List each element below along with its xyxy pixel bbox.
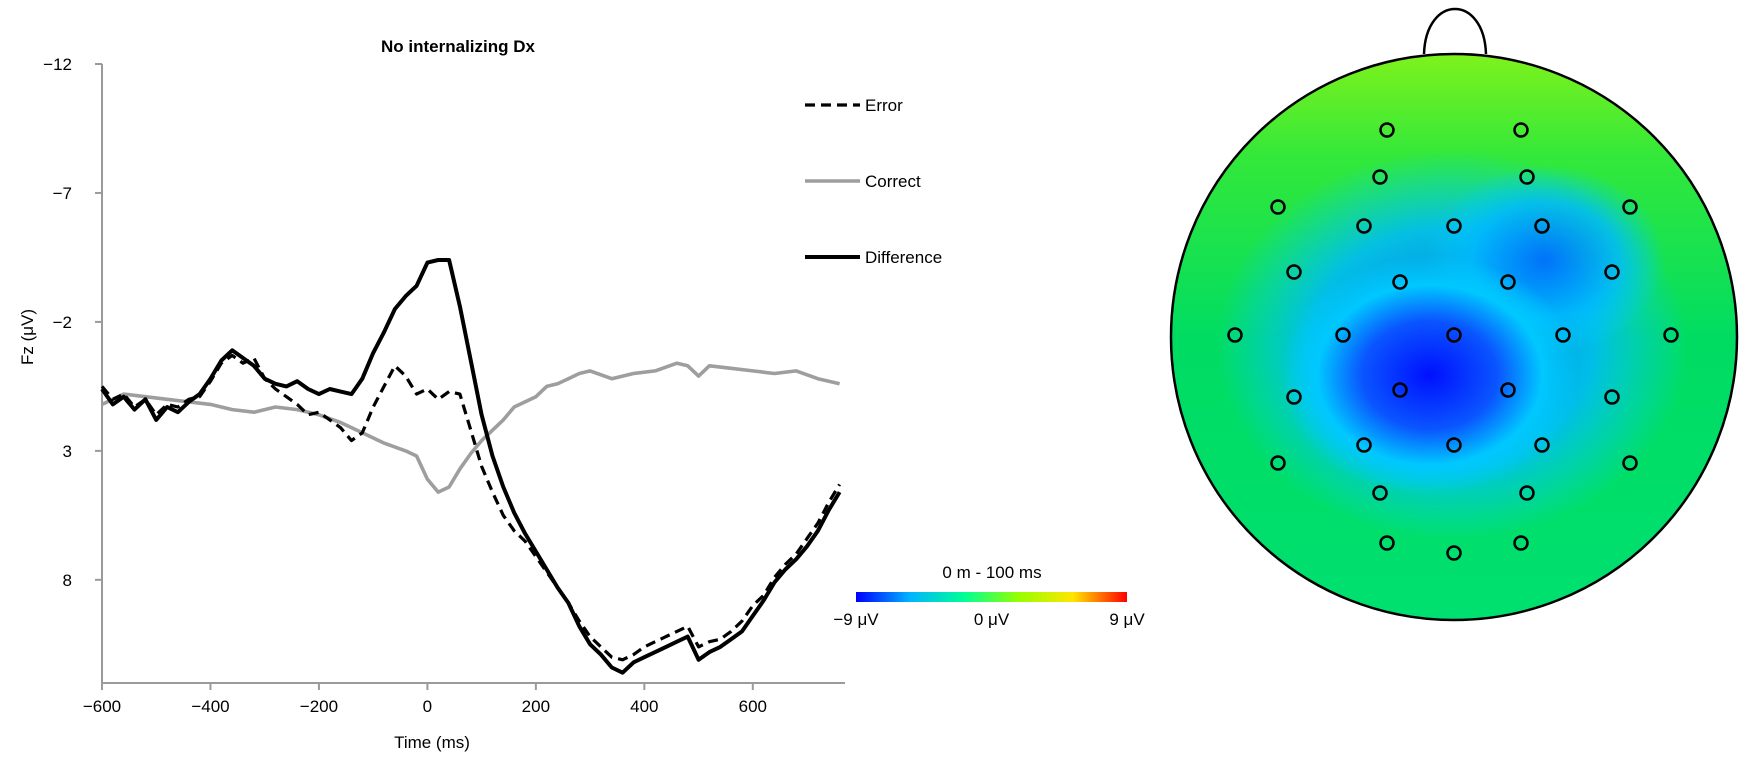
electrode-marker — [1227, 327, 1243, 343]
nose-outline — [1422, 7, 1488, 55]
electrode-marker — [1519, 169, 1535, 185]
colorbar-gradient — [856, 592, 1127, 602]
electrode-marker — [1286, 264, 1302, 280]
electrode-marker — [1446, 545, 1462, 561]
electrode-marker — [1356, 437, 1372, 453]
electrode-marker — [1604, 264, 1620, 280]
electrode-marker — [1379, 535, 1395, 551]
chart-title: No internalizing Dx — [381, 37, 536, 56]
electrode-marker — [1335, 327, 1351, 343]
electrode-marker — [1500, 382, 1516, 398]
electrode-marker — [1379, 122, 1395, 138]
scalp-topography-map — [1169, 7, 1739, 622]
electrode-marker — [1392, 274, 1408, 290]
colorbar-tick-label: −9 μV — [833, 610, 879, 629]
x-tick-label: −200 — [300, 697, 338, 716]
electrode-marker — [1622, 455, 1638, 471]
erp-line-chart: No internalizing Dx Fz (μV) Time (ms) −1… — [18, 37, 942, 752]
x-axis-label: Time (ms) — [394, 733, 470, 752]
y-tick-label: −7 — [53, 184, 72, 203]
y-tick-label: −12 — [43, 55, 72, 74]
electrode-marker — [1372, 169, 1388, 185]
electrode-marker — [1372, 485, 1388, 501]
electrode-marker — [1286, 389, 1302, 405]
colorbar-title: 0 m - 100 ms — [942, 563, 1041, 582]
head-outline — [1169, 52, 1739, 622]
electrode-marker — [1446, 218, 1462, 234]
electrode-marker — [1513, 535, 1529, 551]
electrode-marker — [1356, 218, 1372, 234]
electrode-marker — [1270, 199, 1286, 215]
electrode-marker — [1555, 327, 1571, 343]
electrode-marker — [1534, 437, 1550, 453]
x-tick-label: 400 — [630, 697, 658, 716]
y-axis-label: Fz (μV) — [18, 309, 37, 365]
scalp-region-peak — [1280, 255, 1580, 495]
x-tick-label: 200 — [522, 697, 550, 716]
colorbar: 0 m - 100 ms −9 μV 0 μV 9 μV — [833, 563, 1145, 629]
x-tick-label: −600 — [83, 697, 121, 716]
series-lines — [100, 258, 842, 675]
electrode-markers — [1227, 122, 1679, 561]
y-tick-label: 3 — [63, 442, 72, 461]
legend-label: Difference — [865, 248, 942, 267]
electrode-marker — [1446, 437, 1462, 453]
electrode-marker — [1622, 199, 1638, 215]
y-axis-ticks: −12 −7 −2 3 8 — [43, 55, 102, 590]
x-tick-label: −400 — [191, 697, 229, 716]
y-tick-label: 8 — [63, 571, 72, 590]
electrode-marker — [1446, 327, 1462, 343]
electrode-marker — [1663, 327, 1679, 343]
electrode-marker — [1604, 389, 1620, 405]
electrode-marker — [1500, 274, 1516, 290]
electrode-marker — [1270, 455, 1286, 471]
series-line-correct — [101, 361, 841, 494]
legend-label: Error — [865, 96, 903, 115]
x-tick-label: 600 — [739, 697, 767, 716]
x-axis-ticks: −600 −400 −200 0 200 400 600 — [83, 683, 767, 716]
x-tick-label: 0 — [423, 697, 432, 716]
legend: Error Correct Difference — [805, 96, 942, 267]
series-line-error — [100, 353, 841, 662]
y-tick-label: −2 — [53, 313, 72, 332]
electrode-marker — [1519, 485, 1535, 501]
electrode-marker — [1392, 382, 1408, 398]
legend-label: Correct — [865, 172, 921, 191]
electrode-marker — [1513, 122, 1529, 138]
colorbar-tick-label: 0 μV — [974, 610, 1010, 629]
colorbar-tick-label: 9 μV — [1109, 610, 1145, 629]
series-line-difference — [100, 258, 842, 675]
colorbar-tick-labels: −9 μV 0 μV 9 μV — [833, 610, 1145, 629]
electrode-marker — [1534, 218, 1550, 234]
